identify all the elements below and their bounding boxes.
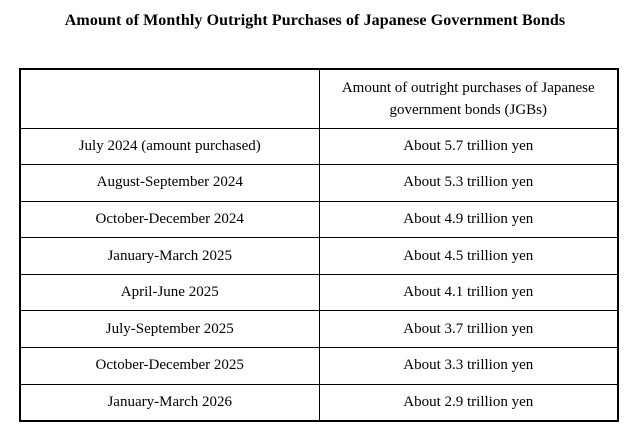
jgb-purchases-table: Amount of outright purchases of Japanese…	[19, 68, 619, 422]
jgb-purchases-table-container: Amount of outright purchases of Japanese…	[19, 68, 619, 422]
amount-cell: About 5.3 trillion yen	[318, 164, 619, 202]
amount-column-header-line1: Amount of outright purchases of Japanese	[341, 79, 595, 96]
period-cell: July 2024 (amount purchased)	[19, 127, 320, 166]
period-cell: January-March 2025	[19, 237, 320, 275]
page-title: Amount of Monthly Outright Purchases of …	[64, 12, 566, 29]
amount-cell: About 2.9 trillion yen	[318, 383, 619, 422]
period-column-header	[19, 68, 320, 129]
period-cell: April-June 2025	[19, 273, 320, 312]
amount-cell: About 4.9 trillion yen	[318, 200, 619, 239]
period-cell: August-September 2024	[19, 164, 320, 202]
table-row: August-September 2024 About 5.3 trillion…	[19, 164, 619, 202]
amount-cell: About 3.3 trillion yen	[318, 347, 619, 385]
table-row: January-March 2025 About 4.5 trillion ye…	[19, 237, 619, 275]
table-row: July 2024 (amount purchased) About 5.7 t…	[19, 127, 619, 166]
table-row: October-December 2025 About 3.3 trillion…	[19, 347, 619, 385]
table-row: July-September 2025 About 3.7 trillion y…	[19, 310, 619, 349]
amount-column-header: Amount of outright purchases of Japanese…	[318, 68, 619, 129]
amount-cell: About 4.5 trillion yen	[318, 237, 619, 275]
amount-column-header-line2: government bonds (JGBs)	[389, 101, 548, 118]
period-cell: October-December 2024	[19, 200, 320, 239]
amount-cell: About 5.7 trillion yen	[318, 127, 619, 166]
table-header-row: Amount of outright purchases of Japanese…	[19, 68, 619, 129]
table-row: October-December 2024 About 4.9 trillion…	[19, 200, 619, 239]
period-cell: January-March 2026	[19, 383, 320, 422]
period-cell: October-December 2025	[19, 347, 320, 385]
table-row: January-March 2026 About 2.9 trillion ye…	[19, 383, 619, 422]
table-row: April-June 2025 About 4.1 trillion yen	[19, 273, 619, 312]
amount-cell: About 3.7 trillion yen	[318, 310, 619, 349]
period-cell: July-September 2025	[19, 310, 320, 349]
amount-cell: About 4.1 trillion yen	[318, 273, 619, 312]
